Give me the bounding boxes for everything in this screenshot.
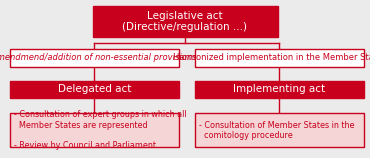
FancyBboxPatch shape — [10, 49, 179, 67]
FancyBboxPatch shape — [10, 81, 179, 97]
Text: Harmonized implementation in the Member States: Harmonized implementation in the Member … — [172, 53, 370, 62]
FancyBboxPatch shape — [195, 113, 363, 147]
FancyBboxPatch shape — [10, 113, 179, 147]
FancyBboxPatch shape — [195, 81, 363, 97]
FancyBboxPatch shape — [92, 6, 278, 37]
FancyBboxPatch shape — [195, 49, 363, 67]
Text: Amendmend/addition of non-essential provisions: Amendmend/addition of non-essential prov… — [0, 53, 197, 62]
Text: - Consultation of expert groups in which all
  Member States are represented

- : - Consultation of expert groups in which… — [14, 110, 186, 150]
Text: Legislative act
(Directive/regulation ...): Legislative act (Directive/regulation ..… — [122, 11, 248, 32]
Text: Delegated act: Delegated act — [58, 84, 131, 94]
Text: Implementing act: Implementing act — [233, 84, 325, 94]
Text: - Consultation of Member States in the
  comitology procedure: - Consultation of Member States in the c… — [199, 121, 354, 140]
